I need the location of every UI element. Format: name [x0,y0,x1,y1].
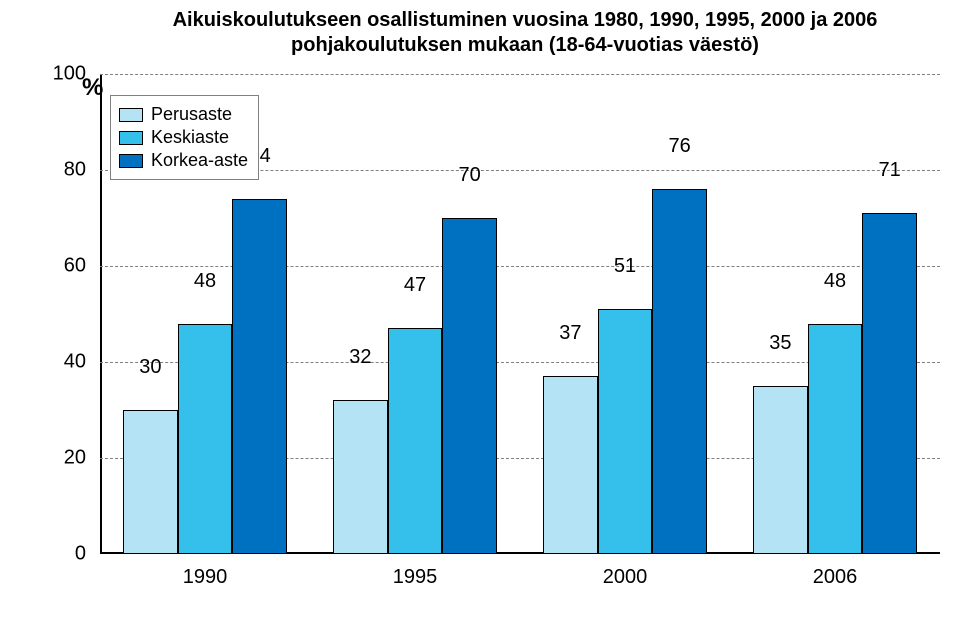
bar [442,218,497,554]
gridline [100,74,940,75]
bar [232,199,287,554]
legend: PerusasteKeskiasteKorkea-aste [110,95,259,180]
legend-label: Perusaste [151,104,232,125]
y-tick-label: 100 [53,63,100,86]
bar-value-label: 37 [559,322,581,349]
x-tick-label: 2000 [603,554,648,589]
bar-value-label: 51 [614,255,636,282]
legend-item: Korkea-aste [119,150,248,171]
bar [333,400,388,554]
title-line1: Aikuiskoulutukseen osallistuminen vuosin… [173,9,878,31]
bar [543,376,598,554]
y-tick-label: 80 [64,159,100,182]
gridline [100,266,940,267]
bar [652,189,707,554]
bar-value-label: 48 [824,270,846,297]
legend-swatch [119,131,143,145]
bar [753,386,808,554]
legend-swatch [119,154,143,168]
bar-value-label: 32 [349,346,371,373]
x-tick-label: 1995 [393,554,438,589]
legend-label: Korkea-aste [151,150,248,171]
bar [388,328,443,554]
bar [598,309,653,554]
legend-label: Keskiaste [151,127,229,148]
x-tick-label: 2006 [813,554,858,589]
bar [178,324,233,554]
y-tick-label: 20 [64,447,100,470]
bar [862,213,917,554]
legend-item: Keskiaste [119,127,248,148]
y-tick-label: 0 [75,543,100,566]
legend-swatch [119,108,143,122]
bar-value-label: 35 [769,332,791,359]
bar-value-label: 30 [139,356,161,383]
y-tick-label: 60 [64,255,100,278]
bar-value-label: 47 [404,274,426,301]
legend-item: Perusaste [119,104,248,125]
chart-title: Aikuiskoulutukseen osallistuminen vuosin… [110,8,940,58]
title-line2: pohjakoulutuksen mukaan (18-64-vuotias v… [291,34,759,56]
chart-container: Aikuiskoulutukseen osallistuminen vuosin… [0,0,960,626]
y-tick-label: 40 [64,351,100,374]
bar-value-label: 71 [878,159,900,186]
bar-value-label: 48 [194,270,216,297]
x-tick-label: 1990 [183,554,228,589]
bar [123,410,178,554]
y-axis [100,74,102,554]
bar-value-label: 70 [458,164,480,191]
bar-value-label: 76 [668,135,690,162]
bar [808,324,863,554]
